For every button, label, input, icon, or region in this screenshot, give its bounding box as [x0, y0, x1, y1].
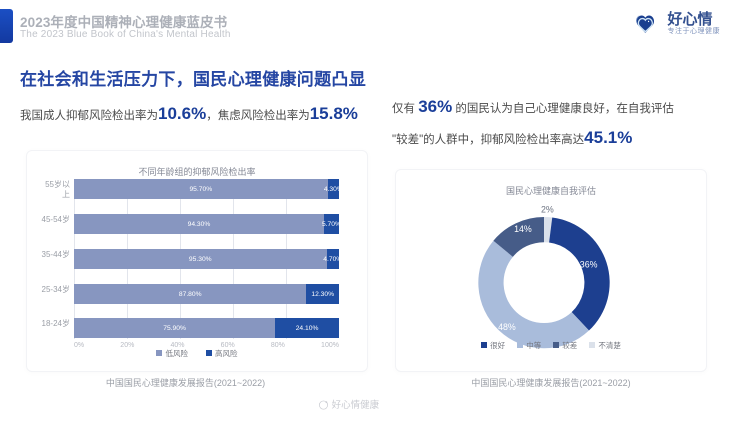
svg-text:14%: 14% [514, 224, 532, 234]
svg-text:2%: 2% [541, 205, 554, 215]
svg-text:36%: 36% [580, 259, 598, 269]
svg-text:48%: 48% [498, 322, 516, 332]
